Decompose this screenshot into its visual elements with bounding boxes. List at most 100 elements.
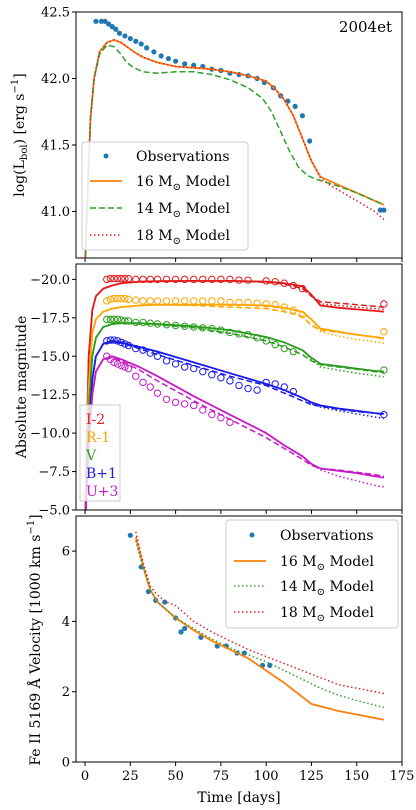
band-i-2-obs-point [244, 276, 252, 284]
18-m-model-line [84, 39, 385, 258]
band-u-3-obs-point [124, 364, 133, 373]
band-i-2-obs-point [380, 300, 388, 308]
band-r-1-obs-point [235, 298, 243, 307]
x-tick-label: 25 [122, 769, 139, 784]
band-r-1-obs-point [190, 297, 198, 305]
band-r-1-obs-point [132, 296, 140, 304]
luminosity-y-axis-label: log(Lbol) [erg s−1] [10, 73, 30, 196]
band-label-r: R-1 [86, 430, 110, 446]
band-b-1-model-dashed [84, 340, 385, 510]
observation-point [93, 18, 99, 24]
band-b-1-model-solid [84, 339, 384, 510]
band-u-3-obs-point [208, 410, 216, 419]
band-v-obs-point [253, 334, 261, 342]
band-r-1-obs-point [208, 297, 216, 305]
x-tick-label: 0 [81, 769, 89, 784]
band-b-1-obs-point [217, 374, 225, 382]
legend-obs-label: Observations [136, 149, 230, 165]
luminosity-plot-area [84, 18, 387, 258]
luminosity-panel: 41.0 41.5 42.0 42.5 2004et log(Lbol) [erg s… [10, 6, 403, 262]
band-label-v: V [85, 448, 97, 464]
band-i-2-obs-point [117, 274, 125, 283]
16-m-model-line [134, 536, 385, 721]
observation-point [182, 625, 188, 632]
y-tick-label: −5.0 [38, 504, 70, 519]
band-v-obs-point [106, 315, 115, 324]
band-r-1-obs-point [199, 297, 207, 305]
observation-point [102, 18, 108, 24]
band-u-3-obs-point [110, 358, 118, 367]
velocity-legend: Observations 16 M⊙ Model 14 M⊙ Model 18 … [225, 519, 399, 629]
band-r-1-obs-point [280, 303, 288, 311]
band-u-3-obs-point [139, 378, 147, 387]
magnitude-y-axis-label: Absolute magnitude [14, 316, 30, 460]
band-i-2-obs-point [271, 277, 279, 286]
band-i-2-obs-point [110, 274, 118, 283]
band-v-obs-point [124, 317, 133, 325]
y-tick-label: 4 [62, 615, 70, 630]
band-v-obs-point [153, 320, 162, 328]
band-i-2-obs-point [208, 275, 216, 284]
band-v-obs-point [289, 347, 298, 356]
y-tick-label: −12.5 [30, 388, 70, 403]
band-i-2-obs-point [113, 274, 122, 283]
band-u-3-obs-point [117, 361, 125, 370]
band-r-1-obs-point [253, 299, 261, 307]
band-i-2-obs-point [217, 275, 225, 284]
14-m-model-line [84, 44, 385, 258]
band-b-1-obs-point [199, 367, 207, 376]
velocity-plot-area [127, 531, 385, 721]
band-i-2-obs-point [289, 281, 298, 290]
y-tick-label: 6 [62, 545, 70, 560]
band-v-obs-point [217, 326, 225, 334]
band-u-3-obs-point [171, 398, 180, 407]
band-r-1-model-solid [84, 303, 385, 510]
y-tick-label: 41.0 [41, 205, 70, 220]
band-b-1-obs-point [190, 364, 198, 373]
band-v-obs-point [103, 315, 111, 324]
luminosity-legend-box [81, 141, 249, 251]
band-r-1-obs-point [124, 295, 133, 304]
velocity-panel: 0 25 50 75 100 125 150 175 0 2 4 6 Fe II 5169 Å Ve… [26, 514, 414, 806]
band-b-1-obs-point [253, 386, 261, 394]
band-b-1-obs-point [262, 378, 270, 387]
band-r-1-obs-point [146, 297, 154, 305]
band-u-3-obs-point [121, 363, 129, 371]
time-x-axis-label: Time [days] [197, 790, 280, 806]
band-i-2-model-dotted [84, 280, 384, 510]
14-m-model-line [135, 540, 385, 709]
observation-point [162, 599, 168, 605]
band-r-1-model-dotted [84, 303, 385, 510]
band-label-u: U+3 [86, 484, 118, 500]
band-v-obs-point [199, 324, 207, 332]
observation-point [173, 58, 179, 64]
x-tick-label: 100 [254, 769, 279, 784]
y-tick-label: 2 [62, 685, 70, 700]
band-v-model-dashed [84, 322, 384, 510]
magnitude-plot-area [84, 274, 388, 510]
band-i-2-obs-point [139, 275, 147, 284]
luminosity-y-ticks: 41.0 41.5 42.0 42.5 [41, 6, 76, 220]
band-b-1-obs-point [113, 337, 122, 345]
x-tick-label: 125 [299, 769, 324, 784]
observation-point [191, 62, 197, 68]
band-i-2-obs-point [298, 284, 307, 293]
velocity-y-ticks: 0 2 4 6 [62, 545, 76, 771]
band-r-1-obs-point [217, 297, 225, 305]
band-v-model-solid [84, 322, 384, 510]
band-r-1-obs-point [171, 297, 180, 305]
band-u-3-obs-point [132, 372, 140, 380]
observation-point [381, 207, 387, 213]
band-b-1-obs-point [106, 336, 115, 344]
band-label-i: I-2 [86, 412, 105, 428]
y-tick-label: −20.0 [30, 273, 70, 288]
band-r-1-obs-point [380, 327, 388, 336]
legend-obs-marker [103, 153, 109, 159]
band-i-2-obs-point [132, 275, 140, 284]
legend-m14-label: 14 M⊙ Model [136, 201, 230, 220]
band-legend: I-2 R-1 V B+1 U+3 [79, 404, 121, 502]
observation-point [292, 103, 298, 110]
observation-point [133, 38, 139, 44]
band-i-2-obs-point [199, 275, 207, 284]
